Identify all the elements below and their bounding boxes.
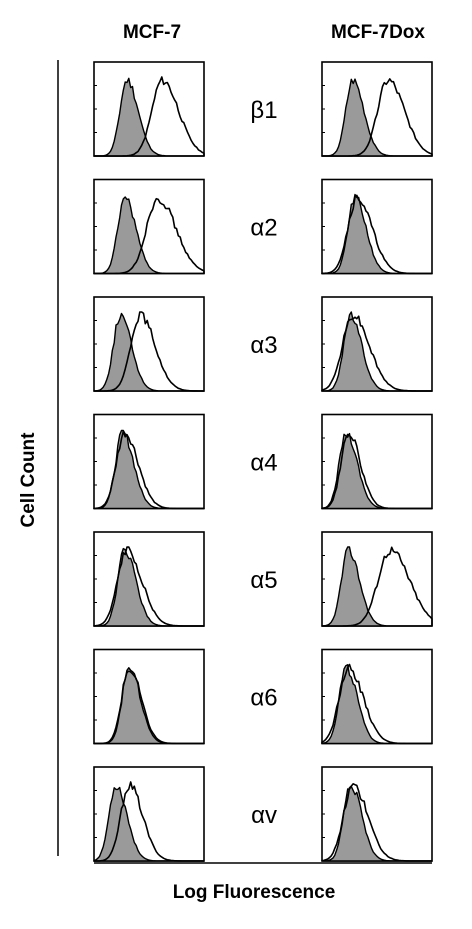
histogram-panel-r7-c2 [321,766,433,862]
x-axis-title: Log Fluorescence [173,882,336,903]
antibody-histogram [93,546,204,627]
column-title-mcf7: MCF-7 [123,22,181,43]
histogram-panel-r7-c1 [93,766,205,862]
isotype-histogram [321,546,433,627]
row-label-3: α3 [250,332,277,359]
row-label-6: α6 [250,685,277,712]
antibody-histogram [94,76,205,157]
histogram-panel-r3-c1 [93,296,205,392]
y-axis-title: Cell Count [18,432,39,528]
antibody-histogram [94,781,204,862]
histogram-panel-r4-c1 [93,413,205,510]
histogram-panel-r5-c1 [93,531,205,627]
antibody-histogram [93,430,204,510]
antibody-histogram [321,433,432,510]
row-label-1: β1 [250,97,277,124]
row-label-4: α4 [250,450,277,477]
antibody-histogram [322,546,433,627]
histogram-panel-r3-c2 [321,296,433,392]
column-title-mcf7dox: MCF-7Dox [331,22,425,43]
isotype-histogram [93,196,205,275]
antibody-histogram [321,194,432,275]
row-label-5: α5 [250,567,277,594]
histogram-panel-r5-c2 [321,531,433,627]
histogram-panel-r2-c2 [321,178,433,275]
antibody-histogram [94,197,205,275]
histogram-panel-r2-c1 [93,178,205,275]
isotype-histogram [321,78,433,157]
isotype-histogram [93,77,205,157]
antibody-histogram [94,667,204,745]
antibody-histogram [322,78,433,157]
antibody-histogram [321,315,432,392]
antibody-histogram [321,663,432,745]
row-label-2: α2 [250,215,277,242]
histogram-panel-r1-c1 [93,61,205,157]
panel-frame [93,61,205,157]
panel-frame [321,61,433,157]
antibody-histogram [321,783,432,862]
histogram-panel-r6-c2 [321,648,433,745]
panel-frame [93,178,205,275]
histogram-panel-r6-c1 [93,648,205,745]
antibody-histogram [94,311,204,392]
histogram-panel-r1-c2 [321,61,433,157]
panel-frame [321,178,433,275]
row-label-7: αv [251,802,277,829]
panels-layer: β1 α2 α3 α4 α5 α6 αv [93,61,433,862]
histogram-panel-r4-c2 [321,413,433,510]
